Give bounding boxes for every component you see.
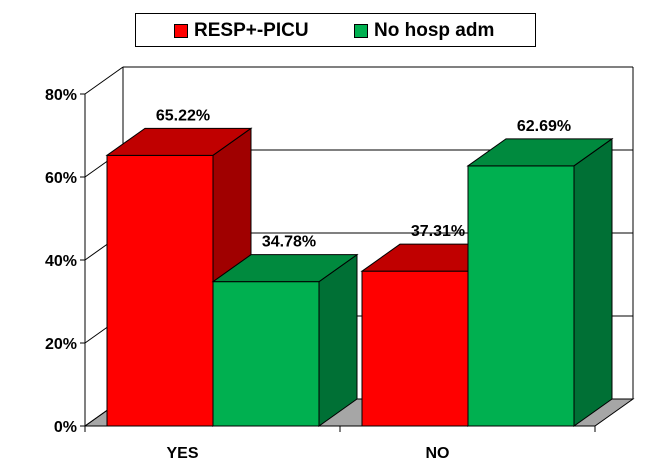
bar (212, 281, 320, 427)
side-wall-gridline (84, 66, 124, 95)
bar-side (573, 137, 613, 427)
bar-top (466, 138, 614, 167)
legend-item-resp-picu: RESP+-PICU (174, 20, 309, 42)
y-tick-label: 80% (45, 87, 77, 104)
x-tick-label: NO (426, 445, 450, 462)
legend-swatch-red (174, 24, 188, 38)
legend: RESP+-PICU No hosp adm (135, 13, 536, 47)
data-label: 62.69% (517, 118, 571, 135)
bar-side (318, 253, 358, 427)
y-tick-label: 0% (54, 419, 77, 436)
legend-label-no-hosp-adm: No hosp adm (374, 20, 495, 41)
bar (106, 154, 214, 427)
bar-top (211, 254, 359, 283)
y-tick-label: 40% (45, 253, 77, 270)
legend-label-resp-picu: RESP+-PICU (194, 20, 309, 41)
data-label: 65.22% (156, 107, 210, 124)
bar (361, 270, 469, 427)
bar (467, 165, 575, 427)
y-tick-label: 60% (45, 170, 77, 187)
data-label: 37.31% (411, 223, 465, 240)
data-label: 34.78% (262, 234, 316, 251)
y-tick-label: 20% (45, 336, 77, 353)
bar-top (105, 127, 253, 156)
x-tick-label: YES (166, 445, 198, 462)
legend-item-no-hosp-adm: No hosp adm (354, 20, 494, 42)
legend-swatch-green (354, 24, 368, 38)
